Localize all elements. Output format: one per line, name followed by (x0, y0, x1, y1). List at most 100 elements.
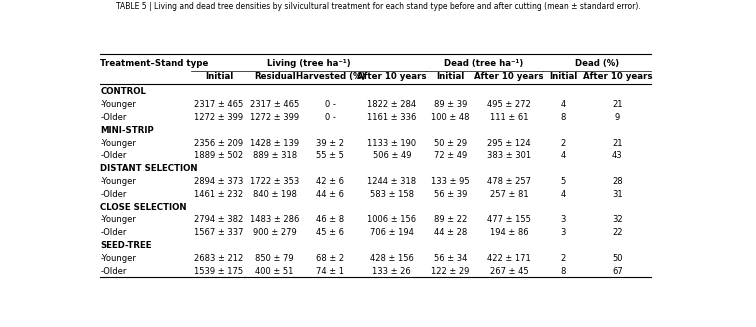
Text: 1539 ± 175: 1539 ± 175 (194, 267, 243, 276)
Text: 50: 50 (612, 254, 623, 263)
Text: Living (tree ha⁻¹): Living (tree ha⁻¹) (267, 60, 350, 68)
Text: 506 ± 49: 506 ± 49 (373, 151, 411, 160)
Text: -Younger: -Younger (101, 100, 136, 109)
Text: 1483 ± 286: 1483 ± 286 (250, 215, 299, 224)
Text: After 10 years: After 10 years (583, 72, 652, 80)
Text: 55 ± 5: 55 ± 5 (317, 151, 344, 160)
Text: 1889 ± 502: 1889 ± 502 (194, 151, 243, 160)
Text: 1272 ± 399: 1272 ± 399 (194, 113, 243, 122)
Text: 477 ± 155: 477 ± 155 (487, 215, 531, 224)
Text: 28: 28 (612, 177, 623, 186)
Text: 194 ± 86: 194 ± 86 (490, 228, 528, 237)
Text: 257 ± 81: 257 ± 81 (490, 190, 528, 199)
Text: TABLE 5 | Living and dead tree densities by silvicultural treatment for each sta: TABLE 5 | Living and dead tree densities… (116, 2, 640, 11)
Text: 0 -: 0 - (325, 100, 336, 109)
Text: 2683 ± 212: 2683 ± 212 (194, 254, 243, 263)
Text: 56 ± 39: 56 ± 39 (434, 190, 467, 199)
Text: 583 ± 158: 583 ± 158 (370, 190, 414, 199)
Text: After 10 years: After 10 years (357, 72, 426, 80)
Text: 111 ± 61: 111 ± 61 (490, 113, 528, 122)
Text: 706 ± 194: 706 ± 194 (370, 228, 414, 237)
Text: 267 ± 45: 267 ± 45 (490, 267, 528, 276)
Text: -Older: -Older (101, 267, 127, 276)
Text: Dead (tree ha⁻¹): Dead (tree ha⁻¹) (445, 60, 524, 68)
Text: 2: 2 (561, 254, 565, 263)
Text: 21: 21 (612, 100, 623, 109)
Text: 1428 ± 139: 1428 ± 139 (250, 139, 299, 147)
Text: 56 ± 34: 56 ± 34 (434, 254, 467, 263)
Text: 42 ± 6: 42 ± 6 (316, 177, 344, 186)
Text: 8: 8 (560, 113, 566, 122)
Text: 68 ± 2: 68 ± 2 (316, 254, 345, 263)
Text: 850 ± 79: 850 ± 79 (256, 254, 294, 263)
Text: Residual: Residual (254, 72, 296, 80)
Text: 428 ± 156: 428 ± 156 (370, 254, 414, 263)
Text: -Older: -Older (101, 113, 127, 122)
Text: Treatment–Stand type: Treatment–Stand type (101, 60, 209, 68)
Text: 89 ± 22: 89 ± 22 (434, 215, 467, 224)
Text: 46 ± 8: 46 ± 8 (316, 215, 345, 224)
Text: 67: 67 (612, 267, 623, 276)
Text: 1133 ± 190: 1133 ± 190 (367, 139, 417, 147)
Text: 422 ± 171: 422 ± 171 (487, 254, 531, 263)
Text: 9: 9 (615, 113, 620, 122)
Text: 1161 ± 336: 1161 ± 336 (367, 113, 417, 122)
Text: DISTANT SELECTION: DISTANT SELECTION (101, 164, 198, 173)
Text: 1244 ± 318: 1244 ± 318 (367, 177, 417, 186)
Text: 43: 43 (612, 151, 623, 160)
Text: 1461 ± 232: 1461 ± 232 (194, 190, 243, 199)
Text: 133 ± 26: 133 ± 26 (373, 267, 411, 276)
Text: -Younger: -Younger (101, 177, 136, 186)
Text: Initial: Initial (549, 72, 578, 80)
Text: 44 ± 6: 44 ± 6 (316, 190, 344, 199)
Text: Initial: Initial (436, 72, 464, 80)
Text: 2894 ± 373: 2894 ± 373 (194, 177, 243, 186)
Text: -Older: -Older (101, 151, 127, 160)
Text: 1822 ± 284: 1822 ± 284 (367, 100, 417, 109)
Text: 2794 ± 382: 2794 ± 382 (194, 215, 243, 224)
Text: 72 ± 49: 72 ± 49 (434, 151, 467, 160)
Text: 89 ± 39: 89 ± 39 (434, 100, 467, 109)
Text: 4: 4 (561, 100, 565, 109)
Text: 0 -: 0 - (325, 113, 336, 122)
Text: 8: 8 (560, 267, 566, 276)
Text: 900 ± 279: 900 ± 279 (253, 228, 296, 237)
Text: 4: 4 (561, 190, 565, 199)
Text: 1272 ± 399: 1272 ± 399 (250, 113, 299, 122)
Text: 31: 31 (612, 190, 623, 199)
Text: 4: 4 (561, 151, 565, 160)
Text: 383 ± 301: 383 ± 301 (487, 151, 531, 160)
Text: -Older: -Older (101, 228, 127, 237)
Text: 889 ± 318: 889 ± 318 (253, 151, 296, 160)
Text: 3: 3 (560, 228, 566, 237)
Text: 2317 ± 465: 2317 ± 465 (194, 100, 243, 109)
Text: 32: 32 (612, 215, 623, 224)
Text: 45 ± 6: 45 ± 6 (316, 228, 344, 237)
Text: Dead (%): Dead (%) (575, 60, 619, 68)
Text: 840 ± 198: 840 ± 198 (253, 190, 296, 199)
Text: 1722 ± 353: 1722 ± 353 (250, 177, 299, 186)
Text: 50 ± 29: 50 ± 29 (434, 139, 467, 147)
Text: MINI-STRIP: MINI-STRIP (101, 126, 154, 135)
Text: 2356 ± 209: 2356 ± 209 (194, 139, 243, 147)
Text: 39 ± 2: 39 ± 2 (316, 139, 344, 147)
Text: 400 ± 51: 400 ± 51 (256, 267, 294, 276)
Text: -Younger: -Younger (101, 215, 136, 224)
Text: 1006 ± 156: 1006 ± 156 (367, 215, 417, 224)
Text: SEED-TREE: SEED-TREE (101, 241, 152, 250)
Text: -Younger: -Younger (101, 139, 136, 147)
Text: Initial: Initial (205, 72, 233, 80)
Text: 22: 22 (612, 228, 623, 237)
Text: -Older: -Older (101, 190, 127, 199)
Text: 2317 ± 465: 2317 ± 465 (250, 100, 299, 109)
Text: 5: 5 (561, 177, 565, 186)
Text: 44 ± 28: 44 ± 28 (434, 228, 467, 237)
Text: 100 ± 48: 100 ± 48 (431, 113, 469, 122)
Text: 122 ± 29: 122 ± 29 (431, 267, 469, 276)
Text: 21: 21 (612, 139, 623, 147)
Text: 2: 2 (561, 139, 565, 147)
Text: 133 ± 95: 133 ± 95 (431, 177, 469, 186)
Text: 74 ± 1: 74 ± 1 (316, 267, 344, 276)
Text: CLOSE SELECTION: CLOSE SELECTION (101, 203, 187, 212)
Text: 295 ± 124: 295 ± 124 (487, 139, 531, 147)
